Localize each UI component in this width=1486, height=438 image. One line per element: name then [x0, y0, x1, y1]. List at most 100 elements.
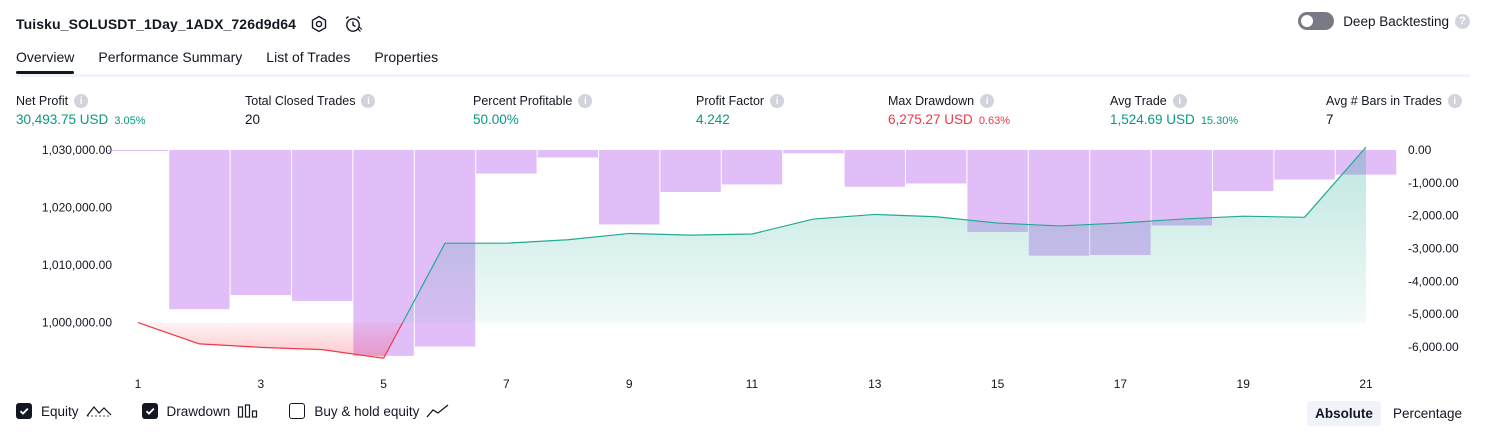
buy-hold-line-icon — [426, 404, 450, 418]
info-icon[interactable]: i — [578, 94, 593, 108]
tab-performance-summary[interactable]: Performance Summary — [98, 49, 243, 65]
drawdown-bar — [537, 150, 598, 158]
deep-backtesting-label: Deep Backtesting — [1343, 13, 1449, 29]
x-axis-tick-label: 9 — [626, 377, 633, 391]
chart-legend: Equity Drawdown Buy & hold equity — [16, 403, 480, 419]
absolute-button[interactable]: Absolute — [1307, 401, 1381, 426]
left-axis-tick-label: 1,020,000.00 — [42, 201, 112, 215]
drawdown-bar — [906, 150, 967, 184]
right-axis-tick-label: -5,000.00 — [1408, 307, 1459, 321]
metric-profit-factor: Profit Factor i 4.242 — [696, 94, 785, 127]
metric-percent: 0.63% — [978, 115, 1011, 127]
right-axis-tick-label: 0.00 — [1408, 143, 1432, 157]
x-axis-tick-label: 7 — [503, 377, 510, 391]
equity-line-above — [402, 146, 1367, 323]
x-axis-tick-label: 19 — [1237, 377, 1251, 391]
x-axis-tick-label: 1 — [135, 377, 142, 391]
metric-total-closed-trades: Total Closed Trades i 20 — [245, 94, 376, 127]
metric-value: 6,275.27 USD — [888, 112, 973, 127]
info-icon[interactable]: i — [361, 94, 376, 108]
deep-backtesting: Deep Backtesting ? — [1298, 12, 1470, 30]
info-icon[interactable]: i — [1447, 94, 1462, 108]
equity-loss-area — [138, 322, 403, 359]
left-axis-tick-label: 1,000,000.00 — [42, 316, 112, 330]
metric-label: Profit Factor — [696, 94, 765, 108]
equity-drawdown-chart[interactable]: 1,030,000.00 1,020,000.00 1,010,000.00 1,00… — [0, 140, 1486, 398]
legend-drawdown-label: Drawdown — [166, 403, 231, 419]
info-icon[interactable]: i — [980, 94, 995, 108]
legend-drawdown[interactable]: Drawdown — [141, 403, 260, 419]
metric-label: Total Closed Trades — [245, 94, 356, 108]
report-tabs: Overview Performance Summary List of Tra… — [16, 44, 1470, 77]
right-axis-tick-label: -4,000.00 — [1408, 274, 1459, 288]
drawdown-bar — [844, 150, 905, 187]
buy-hold-checkbox[interactable] — [289, 403, 306, 419]
alarm-clock-icon[interactable] — [342, 13, 364, 35]
legend-equity[interactable]: Equity — [16, 403, 112, 419]
drawdown-bar — [107, 150, 169, 151]
drawdown-bar — [660, 150, 721, 192]
drawdown-bar — [967, 150, 1028, 233]
metric-value: 50.00% — [473, 112, 519, 127]
drawdown-bar — [599, 150, 660, 225]
metric-value: 20 — [245, 112, 261, 127]
metric-label: Net Profit — [16, 94, 69, 108]
metric-label: Avg # Bars in Trades — [1326, 94, 1442, 108]
metric-percent: 15.30% — [1200, 115, 1239, 127]
right-axis-tick-label: -6,000.00 — [1408, 340, 1459, 354]
settings-icon[interactable] — [308, 13, 330, 35]
metric-value: 1,524.69 USD — [1110, 112, 1195, 127]
drawdown-bar — [476, 150, 537, 174]
equity-checkbox[interactable] — [16, 403, 32, 419]
metric-label: Avg Trade — [1110, 94, 1167, 108]
metric-max-drawdown: Max Drawdown i 6,275.27 USD 0.63% — [888, 94, 1010, 127]
help-icon[interactable]: ? — [1455, 13, 1470, 29]
tab-properties[interactable]: Properties — [374, 49, 439, 65]
drawdown-bar — [1274, 150, 1335, 180]
metric-value: 4.242 — [696, 112, 730, 127]
drawdown-bar — [1151, 150, 1212, 226]
legend-buy-hold-label: Buy & hold equity — [314, 403, 420, 419]
x-axis-tick-label: 11 — [746, 377, 759, 391]
equity-line-icon — [86, 404, 112, 418]
tab-list-of-trades[interactable]: List of Trades — [266, 49, 351, 65]
info-icon[interactable]: i — [770, 94, 785, 108]
strategy-header: Tuisku_SOLUSDT_1Day_1ADX_726d9d64 — [16, 10, 364, 38]
legend-equity-label: Equity — [41, 403, 79, 419]
metric-label: Max Drawdown — [888, 94, 975, 108]
left-axis-tick-label: 1,030,000.00 — [42, 143, 112, 157]
drawdown-checkbox[interactable] — [141, 403, 158, 419]
metric-label: Percent Profitable — [473, 94, 573, 108]
drawdown-bar — [1213, 150, 1274, 192]
drawdown-bar — [721, 150, 783, 185]
metric-value: 7 — [1326, 112, 1334, 127]
x-axis-tick-label: 21 — [1359, 377, 1373, 391]
legend-buy-hold[interactable]: Buy & hold equity — [289, 403, 450, 419]
equity-line-below — [137, 322, 404, 359]
drawdown-bar — [292, 150, 353, 301]
metric-avg-trade: Avg Trade i 1,524.69 USD 15.30% — [1110, 94, 1238, 127]
info-icon[interactable]: i — [1172, 94, 1187, 108]
right-axis-tick-label: -2,000.00 — [1408, 209, 1459, 223]
x-axis-tick-label: 5 — [380, 377, 387, 391]
x-axis-tick-label: 15 — [991, 377, 1005, 391]
metric-net-profit: Net Profit i 30,493.75 USD 3.05% — [16, 94, 146, 127]
deep-backtesting-toggle[interactable] — [1298, 12, 1335, 30]
metrics-row: Net Profit i 30,493.75 USD 3.05% Total Clo… — [16, 94, 1470, 130]
percentage-button[interactable]: Percentage — [1392, 406, 1462, 421]
x-axis-tick-label: 13 — [868, 377, 882, 391]
right-axis-tick-label: -1,000.00 — [1408, 176, 1459, 190]
strategy-name: Tuisku_SOLUSDT_1Day_1ADX_726d9d64 — [16, 16, 297, 32]
right-axis-tick-label: -3,000.00 — [1408, 241, 1459, 255]
tab-overview[interactable]: Overview — [16, 44, 75, 74]
metric-avg-bars: Avg # Bars in Trades i 7 — [1326, 94, 1462, 127]
left-axis-tick-label: 1,010,000.00 — [42, 258, 112, 272]
drawdown-bars-icon — [237, 404, 259, 418]
equity-gain-area — [138, 147, 1366, 323]
drawdown-bar — [230, 150, 291, 296]
x-axis-tick-label: 3 — [257, 377, 264, 391]
drawdown-bar — [169, 150, 230, 310]
info-icon[interactable]: i — [74, 94, 89, 108]
metric-value: 30,493.75 USD — [16, 112, 109, 127]
x-axis-tick-label: 17 — [1114, 377, 1128, 391]
